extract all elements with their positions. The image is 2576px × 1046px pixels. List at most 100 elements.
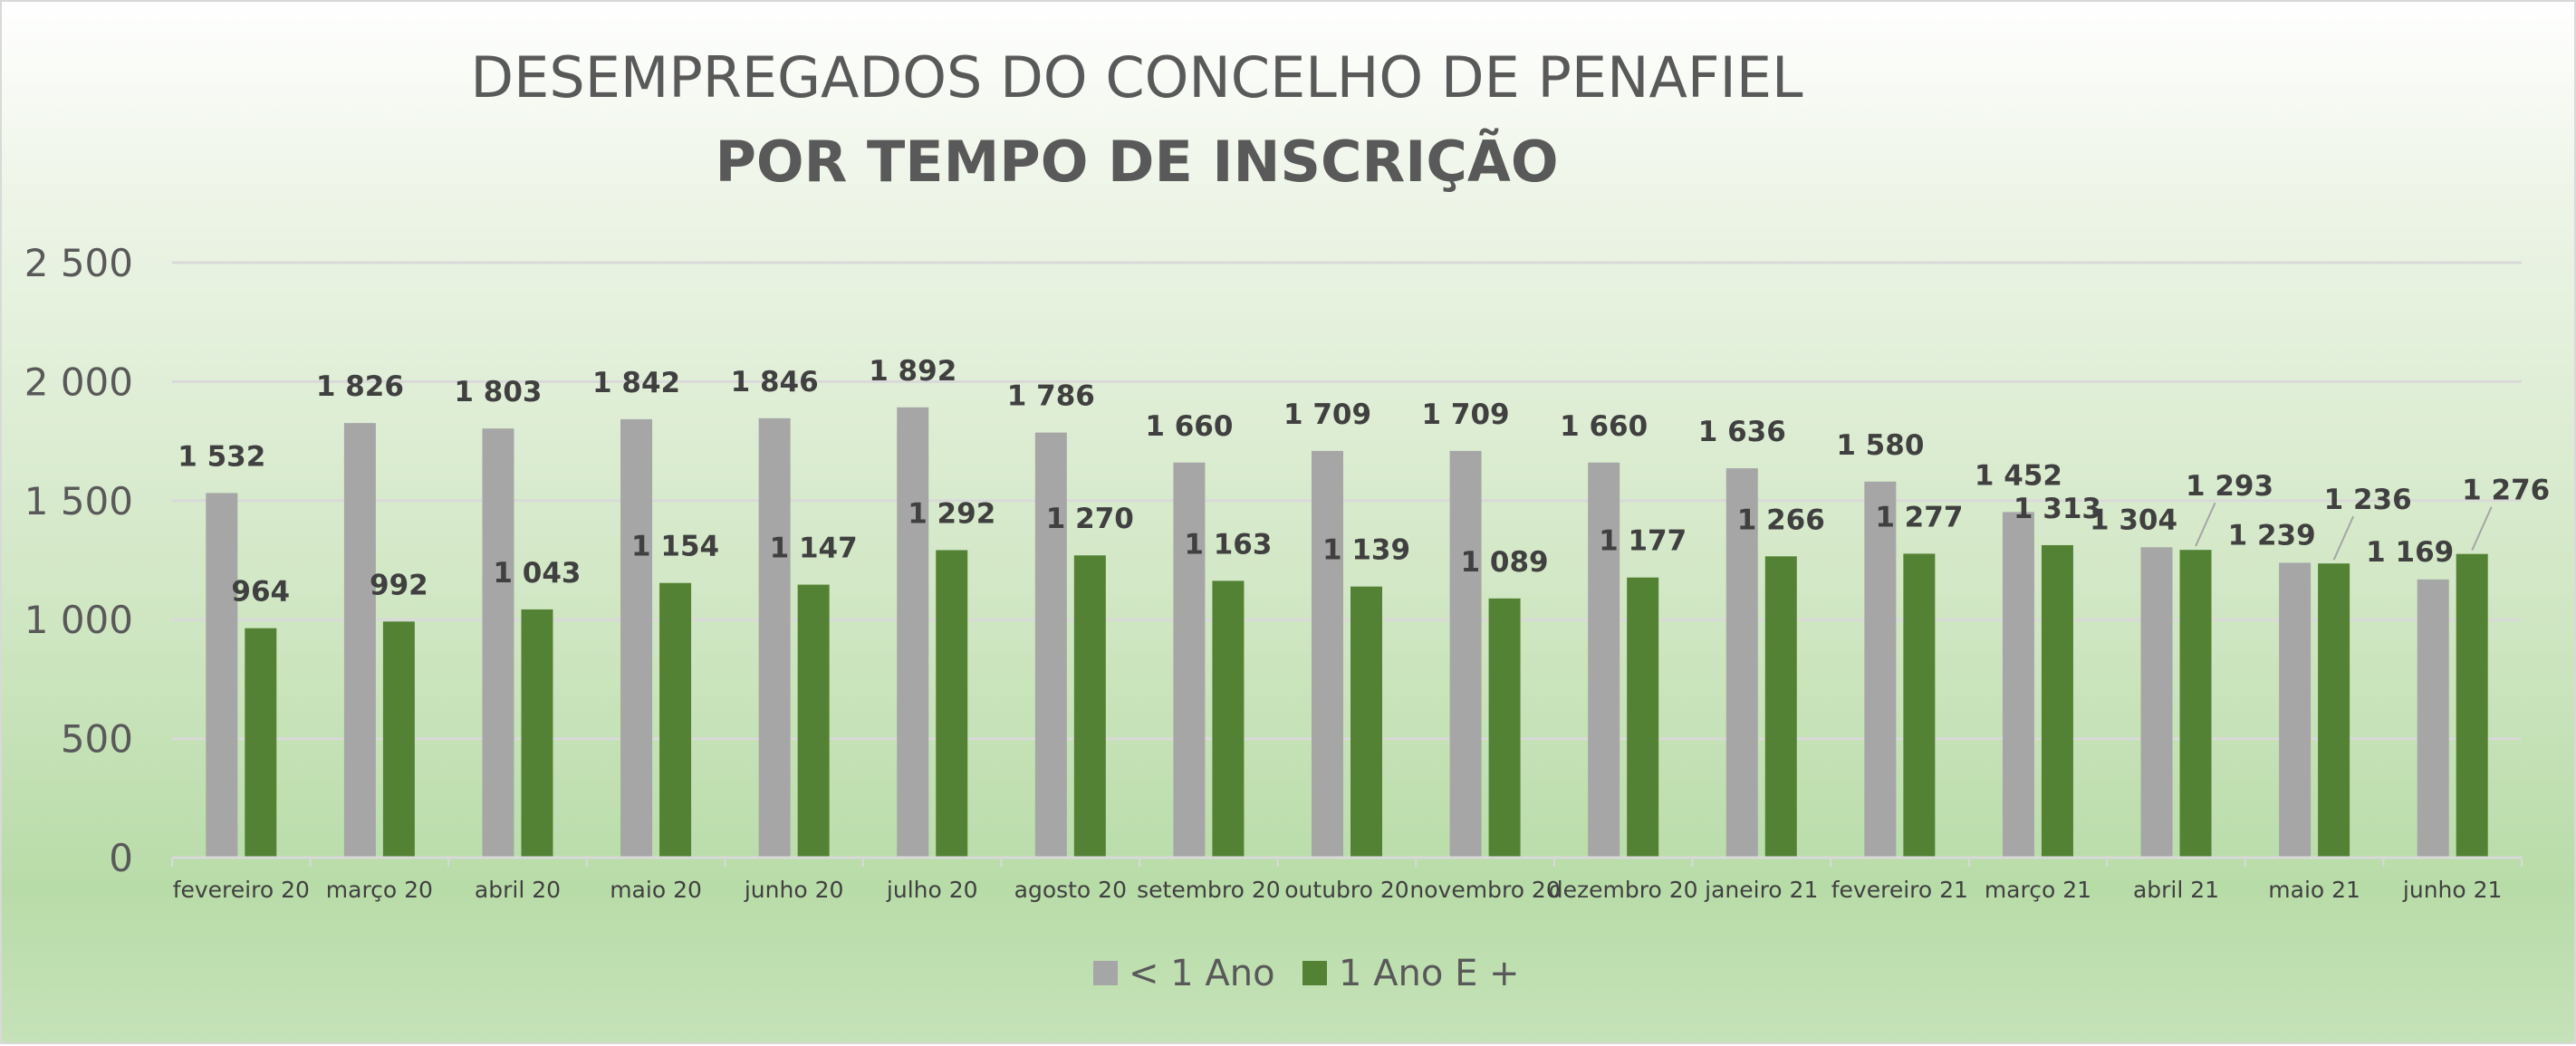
bar-less-1-ano <box>206 493 238 858</box>
bar-less-1-ano <box>482 428 514 858</box>
y-axis: 0 500 1 000 1 500 2 000 2 500 <box>24 241 133 880</box>
x-tick-label: abril 20 <box>475 877 561 903</box>
data-label: 1 580 <box>1836 429 1924 462</box>
data-labels: 1 532 964 1 826 992 1 803 1 043 1 842 1 154 1 84… <box>178 355 2550 609</box>
x-tick-label: maio 21 <box>2268 877 2360 903</box>
data-label: 1 089 <box>1461 546 1549 579</box>
x-tick-label: julho 20 <box>886 877 978 903</box>
data-label: 1 532 <box>178 440 265 473</box>
data-label: 992 <box>370 569 428 601</box>
x-axis: fevereiro 20 março 20 abril 20 maio 20 junho… <box>171 856 2523 903</box>
x-tick-label: junho 21 <box>2402 877 2503 903</box>
data-label: 1 709 <box>1283 398 1371 431</box>
legend-swatch-1-ano-mais <box>1302 961 1327 985</box>
data-label: 1 709 <box>1422 398 1510 431</box>
data-label: 1 266 <box>1737 504 1825 536</box>
x-tick-label: abril 21 <box>2133 877 2219 903</box>
x-tick-label: março 20 <box>326 877 433 903</box>
data-label: 1 277 <box>1875 501 1963 533</box>
bar-less-1-ano <box>758 417 791 858</box>
data-label: 1 177 <box>1599 525 1687 558</box>
data-label: 1 276 <box>2462 475 2550 507</box>
bar-1-ano-mais <box>1488 598 1521 858</box>
x-tick-label: fevereiro 21 <box>1831 877 1968 903</box>
y-tick-label: 1 500 <box>24 479 133 523</box>
x-tick-label: agosto 20 <box>1014 877 1127 903</box>
data-label: 1 452 <box>1975 459 2062 492</box>
y-tick-label: 2 000 <box>24 360 133 404</box>
leader-line <box>2471 506 2493 552</box>
x-tick-label: junho 20 <box>744 877 844 903</box>
x-tick-label: maio 20 <box>610 877 702 903</box>
y-tick-label: 2 500 <box>24 241 133 285</box>
bar-1-ano-mais <box>2179 550 2212 858</box>
bar-less-1-ano <box>1449 450 1482 858</box>
data-label: 1 826 <box>316 370 404 403</box>
bar-1-ano-mais <box>382 621 415 858</box>
legend-label: < 1 Ano <box>1129 953 1275 994</box>
bar-less-1-ano <box>1312 450 1343 858</box>
bar-1-ano-mais <box>1350 586 1382 858</box>
bar-1-ano-mais <box>2456 553 2488 858</box>
bar-1-ano-mais <box>659 582 692 858</box>
chart-title: DESEMPREGADOS DO CONCELHO DE PENAFIEL <box>470 44 1803 110</box>
data-label: 1 660 <box>1560 410 1648 443</box>
data-label: 1 786 <box>1007 380 1095 413</box>
bar-1-ano-mais <box>1903 553 1936 858</box>
bar-less-1-ano <box>1725 468 1758 858</box>
bar-1-ano-mais <box>797 584 830 858</box>
data-label: 1 239 <box>2228 519 2316 552</box>
bar-less-1-ano <box>1034 432 1067 858</box>
y-tick-label: 500 <box>61 717 133 762</box>
legend-swatch-less-1-ano <box>1093 961 1118 985</box>
data-label: 1 139 <box>1322 534 1410 567</box>
bar-1-ano-mais <box>1073 555 1106 858</box>
bar-less-1-ano <box>2279 562 2312 858</box>
bar-1-ano-mais <box>2318 563 2350 858</box>
data-label: 1 846 <box>731 366 819 398</box>
x-tick-label: dezembro 20 <box>1549 877 1698 903</box>
bar-1-ano-mais <box>1212 581 1245 858</box>
bar-less-1-ano <box>2002 512 2034 858</box>
x-tick-label: março 21 <box>1985 877 2091 903</box>
bars <box>206 407 2488 858</box>
data-label: 1 293 <box>2186 470 2273 503</box>
data-label: 1 892 <box>869 355 956 388</box>
y-tick-label: 1 000 <box>24 598 133 642</box>
legend: < 1 Ano 1 Ano E + <box>1093 953 1520 994</box>
bar-1-ano-mais <box>1764 556 1797 858</box>
bar-less-1-ano <box>1864 481 1897 858</box>
data-label: 1 154 <box>631 531 719 563</box>
data-label: 1 169 <box>2366 536 2454 569</box>
bar-1-ano-mais <box>2041 544 2073 858</box>
y-tick-label: 0 <box>109 836 133 880</box>
data-label: 964 <box>231 576 290 609</box>
leader-line <box>2332 515 2355 561</box>
data-label: 1 842 <box>592 367 680 399</box>
bar-1-ano-mais <box>936 550 968 858</box>
x-tick-label: fevereiro 20 <box>173 877 310 903</box>
bar-1-ano-mais <box>1627 577 1659 858</box>
x-tick-label: setembro 20 <box>1137 877 1281 903</box>
data-label: 1 163 <box>1184 528 1272 561</box>
data-label: 1 304 <box>2090 504 2177 536</box>
legend-label: 1 Ano E + <box>1339 953 1520 994</box>
bar-1-ano-mais <box>521 609 553 858</box>
data-label: 1 292 <box>908 497 995 530</box>
data-label: 1 636 <box>1698 416 1786 448</box>
bar-less-1-ano <box>2417 579 2449 858</box>
data-label: 1 803 <box>454 376 542 408</box>
data-label: 1 270 <box>1046 503 1134 535</box>
x-tick-label: novembro 20 <box>1409 877 1560 903</box>
leader-line <box>2195 502 2216 547</box>
data-label: 1 147 <box>770 533 858 565</box>
bar-less-1-ano <box>1588 462 1620 858</box>
data-label: 1 313 <box>2014 493 2101 525</box>
data-label: 1 660 <box>1145 410 1233 443</box>
bar-less-1-ano <box>343 423 376 858</box>
chart-subtitle: POR TEMPO DE INSCRIÇÃO <box>715 129 1558 195</box>
x-tick-label: janeiro 21 <box>1704 877 1818 903</box>
x-tick-label: outubro 20 <box>1284 877 1408 903</box>
